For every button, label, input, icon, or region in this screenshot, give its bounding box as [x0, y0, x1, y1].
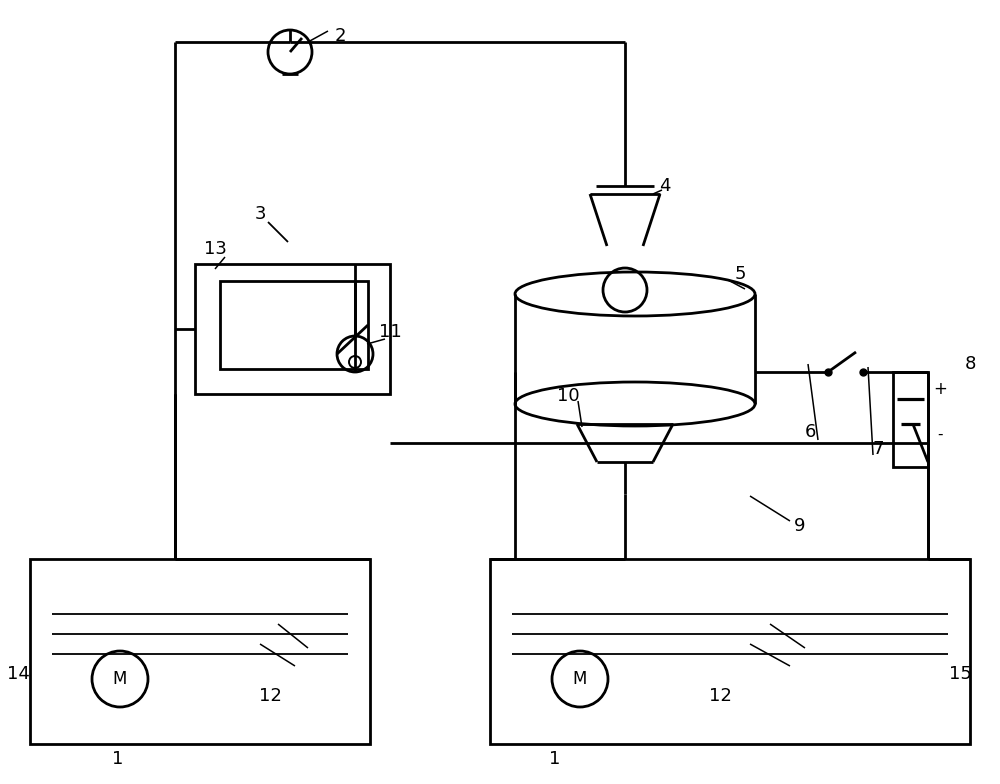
Text: 6: 6 [804, 423, 816, 441]
Text: 8: 8 [964, 355, 976, 373]
Bar [220, 281, 368, 369]
Text: -: - [937, 426, 943, 441]
Text: 7: 7 [872, 440, 884, 458]
Text: 12: 12 [259, 687, 281, 705]
Bar [490, 559, 970, 744]
Text: 13: 13 [204, 240, 226, 258]
Text: +: + [933, 379, 947, 397]
Text: 2: 2 [334, 27, 346, 45]
Text: 9: 9 [794, 517, 806, 535]
Text: 10: 10 [557, 387, 579, 405]
Text: 12: 12 [709, 687, 731, 705]
Text: 4: 4 [659, 177, 671, 195]
Text: 3: 3 [254, 205, 266, 223]
Bar [195, 264, 390, 394]
Text: 1: 1 [549, 750, 561, 768]
Text: M: M [573, 670, 587, 688]
Text: M: M [113, 670, 127, 688]
Text: 5: 5 [734, 265, 746, 283]
Bar [893, 372, 928, 467]
Text: 1: 1 [112, 750, 124, 768]
Text: 15: 15 [949, 665, 971, 683]
Text: 14: 14 [7, 665, 29, 683]
Bar [30, 559, 370, 744]
Text: 11: 11 [379, 323, 401, 341]
